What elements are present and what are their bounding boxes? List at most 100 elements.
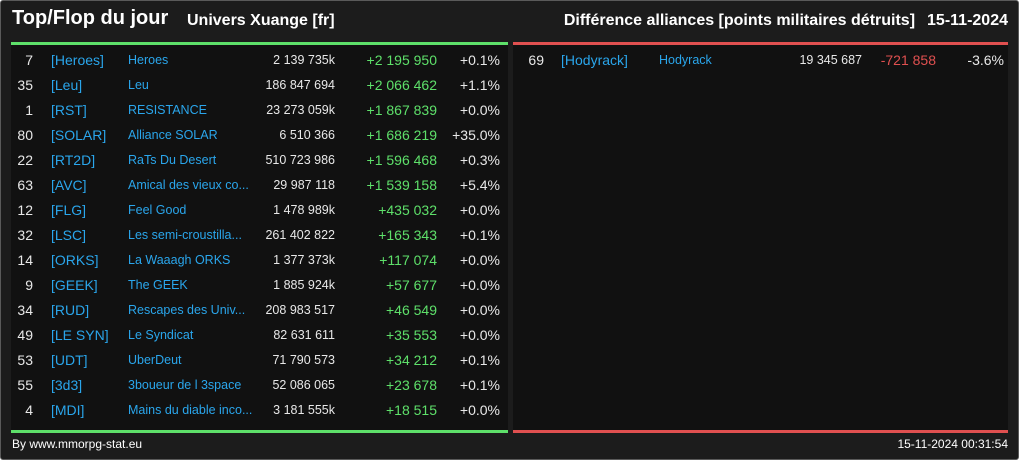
footer-timestamp: 15-11-2024 00:31:54: [897, 437, 1008, 451]
flop-panel: 69 [Hodyrack] Hodyrack 19 345 687 -721 858 -3…: [513, 42, 1008, 433]
alliance-rank: 63: [17, 177, 33, 193]
alliance-tag-link[interactable]: [RT2D]: [51, 152, 96, 168]
alliance-diff: -721 858: [880, 52, 936, 68]
alliance-diff: +2 066 462: [366, 77, 437, 93]
alliance-row: 4 [MDI] Mains du diable inco... 3 181 555k +…: [11, 398, 508, 423]
alliance-percent: +0.1%: [459, 52, 500, 68]
alliance-row: 7 [Heroes] Heroes 2 139 735k +2 195 950 +0.1%: [11, 48, 508, 73]
alliance-row: 35 [Leu] Leu 186 847 694 +2 066 462 +1.1%: [11, 73, 508, 98]
alliance-points: 6 510 366: [279, 128, 335, 142]
alliance-percent: +0.0%: [459, 252, 500, 268]
alliance-percent: +1.1%: [459, 77, 500, 93]
alliance-tag-link[interactable]: [UDT]: [51, 352, 88, 368]
metric-label: Différence alliances [points militaires …: [563, 12, 916, 29]
alliance-tag-link[interactable]: [Leu]: [51, 77, 83, 93]
alliance-points: 82 631 611: [273, 328, 335, 342]
alliance-tag-link[interactable]: [FLG]: [51, 202, 87, 218]
alliance-points: 19 345 687: [799, 53, 862, 67]
alliance-rank: 12: [17, 202, 33, 218]
alliance-points: 1 478 989k: [273, 203, 335, 217]
alliance-points: 1 885 924k: [273, 278, 335, 292]
page-title: Top/Flop du jour: [12, 7, 169, 29]
alliance-tag-link[interactable]: [Hodyrack]: [561, 52, 628, 68]
alliance-tag-link[interactable]: [SOLAR]: [51, 127, 107, 143]
alliance-tag-link[interactable]: [LSC]: [51, 227, 87, 243]
alliance-percent: +0.0%: [459, 402, 500, 418]
alliance-points: 3 181 555k: [273, 403, 335, 417]
alliance-percent: +5.4%: [459, 177, 500, 193]
alliance-rank: 9: [25, 277, 33, 293]
alliance-diff: +117 074: [379, 252, 437, 268]
alliance-tag-link[interactable]: [3d3]: [51, 377, 83, 393]
alliance-rank: 14: [17, 252, 33, 268]
alliance-points: 510 723 986: [265, 153, 335, 167]
alliance-percent: +35.0%: [452, 127, 500, 143]
alliance-diff: +165 343: [378, 227, 437, 243]
alliance-rank: 4: [25, 402, 33, 418]
alliance-row: 63 [AVC] Amical des vieux co... 29 987 118 +…: [11, 173, 508, 198]
alliance-points: 261 402 822: [265, 228, 335, 242]
alliance-row: 32 [LSC] Les semi-croustilla... 261 402 822…: [11, 223, 508, 248]
alliance-row: 1 [RST] RESISTANCE 23 273 059k +1 867 839 +0.…: [11, 98, 508, 123]
alliance-percent: +0.0%: [459, 277, 500, 293]
alliance-rank: 49: [17, 327, 33, 343]
alliance-rank: 80: [17, 127, 33, 143]
alliance-diff: +1 686 219: [366, 127, 437, 143]
alliance-row: 9 [GEEK] The GEEK 1 885 924k +57 677 +0.0%: [11, 273, 508, 298]
flop-panel-accent-bar-bottom: [513, 430, 1008, 433]
alliance-percent: -3.6%: [967, 52, 1004, 68]
alliance-rank: 32: [17, 227, 33, 243]
alliance-percent: +0.0%: [459, 102, 500, 118]
alliance-rank: 55: [17, 377, 33, 393]
alliance-diff: +46 549: [386, 302, 437, 318]
header-date: 15-11-2024: [927, 12, 1008, 29]
alliance-diff: +34 212: [386, 352, 437, 368]
alliance-tag-link[interactable]: [ORKS]: [51, 252, 99, 268]
alliance-row: 14 [ORKS] La Waaagh ORKS 1 377 373k +117 074…: [11, 248, 508, 273]
alliance-tag-link[interactable]: [LE SYN]: [51, 327, 109, 343]
alliance-row: 22 [RT2D] RaTs Du Desert 510 723 986 +1 596 …: [11, 148, 508, 173]
flop-panel-accent-bar: [513, 42, 1008, 45]
alliance-rank: 7: [25, 52, 33, 68]
alliance-row: 34 [RUD] Rescapes des Univ... 208 983 517 +4…: [11, 298, 508, 323]
alliance-diff: +1 596 468: [366, 152, 437, 168]
alliance-row: 12 [FLG] Feel Good 1 478 989k +435 032 +0.0%: [11, 198, 508, 223]
alliance-tag-link[interactable]: [MDI]: [51, 402, 85, 418]
alliance-points: 52 086 065: [272, 378, 335, 392]
top-panel-accent-bar: [11, 42, 508, 45]
header-right: Différence alliances [points militaires …: [564, 12, 1008, 30]
alliance-rank: 69: [528, 52, 544, 68]
alliance-diff: +23 678: [386, 377, 437, 393]
alliance-points: 23 273 059k: [266, 103, 335, 117]
alliance-rank: 34: [17, 302, 33, 318]
alliance-percent: +0.3%: [459, 152, 500, 168]
alliance-tag-link[interactable]: [RUD]: [51, 302, 90, 318]
alliance-row: 49 [LE SYN] Le Syndicat 82 631 611 +35 553 +0…: [11, 323, 508, 348]
alliance-percent: +0.0%: [459, 327, 500, 343]
alliance-tag-link[interactable]: [GEEK]: [51, 277, 98, 293]
alliance-diff: +1 539 158: [366, 177, 437, 193]
alliance-tag-link[interactable]: [AVC]: [51, 177, 87, 193]
alliance-percent: +0.1%: [459, 352, 500, 368]
alliance-rank: 22: [17, 152, 33, 168]
alliance-diff: +2 195 950: [366, 52, 437, 68]
alliance-rank: 53: [17, 352, 33, 368]
alliance-points: 29 987 118: [273, 178, 335, 192]
alliance-percent: +0.0%: [459, 202, 500, 218]
alliance-row: 69 [Hodyrack] Hodyrack 19 345 687 -721 858 -3…: [513, 48, 1008, 73]
top-panel-accent-bar-bottom: [11, 430, 508, 433]
universe-label: Univers Xuange [fr]: [187, 12, 335, 29]
alliance-row: 80 [SOLAR] Alliance SOLAR 6 510 366 +1 686 2…: [11, 123, 508, 148]
alliance-diff: +57 677: [386, 277, 437, 293]
source-credit: By www.mmorpg-stat.eu: [12, 437, 143, 451]
alliance-points: 1 377 373k: [273, 253, 335, 267]
alliance-diff: +1 867 839: [366, 102, 437, 118]
alliance-row: 53 [UDT] UberDeut 71 790 573 +34 212 +0.1%: [11, 348, 508, 373]
alliance-rank: 35: [17, 77, 33, 93]
alliance-tag-link[interactable]: [Heroes]: [51, 52, 104, 68]
alliance-diff: +435 032: [378, 202, 437, 218]
alliance-points: 71 790 573: [272, 353, 335, 367]
alliance-percent: +0.0%: [459, 302, 500, 318]
alliance-tag-link[interactable]: [RST]: [51, 102, 87, 118]
